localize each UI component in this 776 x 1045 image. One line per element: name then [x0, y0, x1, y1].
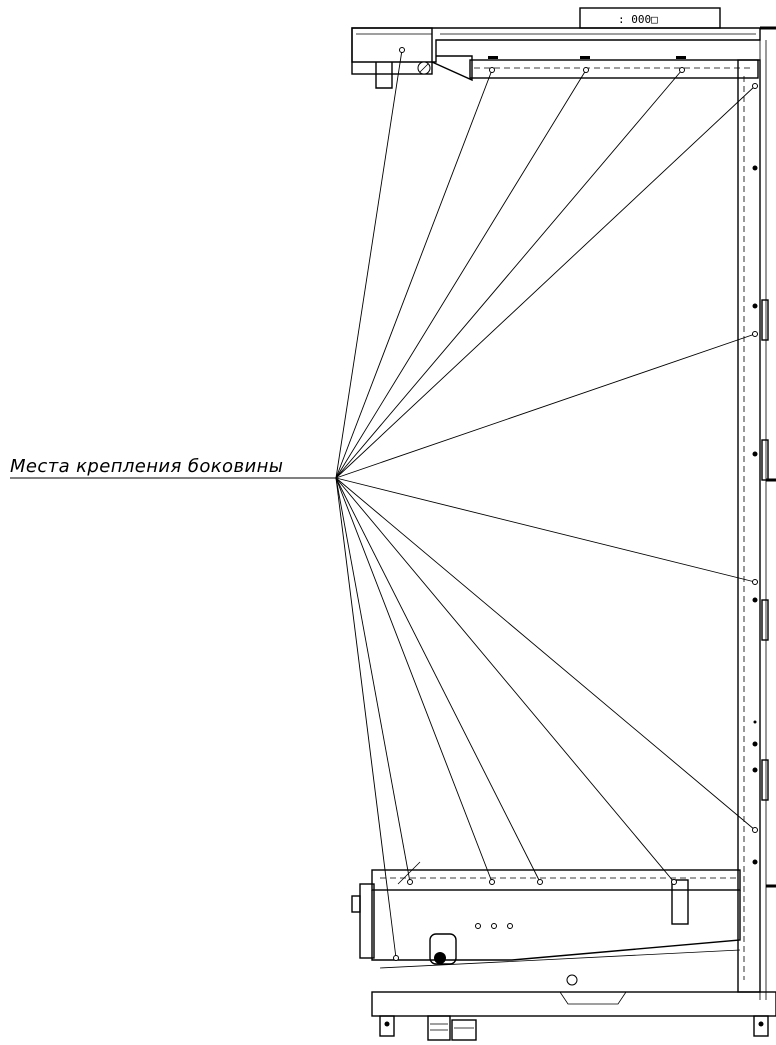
right-post — [737, 40, 776, 1000]
callout: Места крепления боковины — [10, 456, 336, 479]
attachment-points — [393, 47, 758, 961]
leader-lines — [335, 49, 756, 959]
top-frame: : 000□ — [351, 7, 776, 89]
bottom-frame — [351, 861, 776, 1041]
display-box-text: : 000□ — [618, 13, 658, 26]
callout-label: Места крепления боковины — [10, 456, 283, 477]
